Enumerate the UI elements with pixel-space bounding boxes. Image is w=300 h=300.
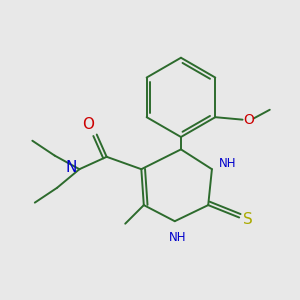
Text: O: O [243,113,254,127]
Text: NH: NH [169,231,186,244]
Text: O: O [82,117,94,132]
Text: S: S [243,212,253,227]
Text: NH: NH [219,157,237,169]
Text: N: N [65,160,76,175]
